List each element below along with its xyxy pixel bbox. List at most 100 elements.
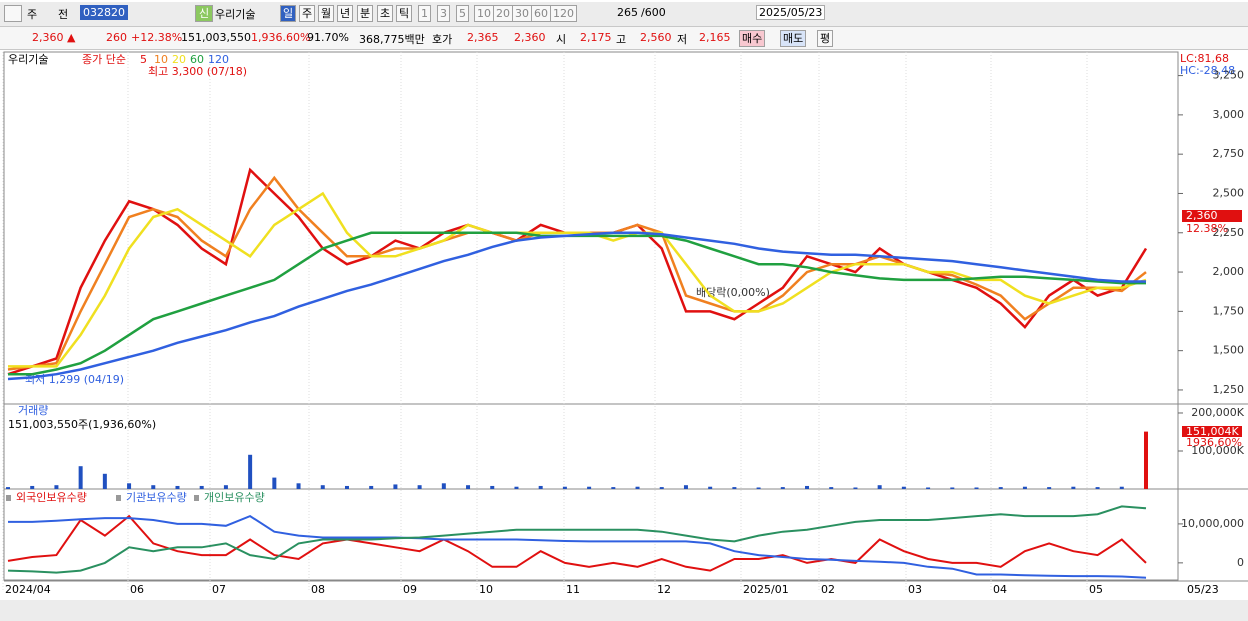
stock-name: 우리기술: [215, 8, 256, 21]
y-tick-label: 2,500: [1213, 186, 1245, 199]
code-input[interactable]: 032820: [80, 5, 128, 20]
change-rate: +12.38%: [131, 31, 183, 44]
date-label: 11: [566, 583, 580, 596]
volume-bar: [248, 454, 253, 489]
high-annotation: 최고 3,300 (07/18): [148, 65, 247, 78]
volume-bar: [901, 486, 906, 489]
count[interactable]: 265: [617, 6, 638, 19]
count-max: /600: [641, 6, 666, 19]
volume-bar: [151, 485, 156, 489]
volume-rate: 1,936.60%: [251, 31, 311, 44]
price: 2,360: [32, 31, 64, 44]
period-month[interactable]: 월: [318, 5, 335, 22]
volume-bar: [805, 485, 810, 489]
volume-bar: [102, 473, 107, 489]
date-label: 10: [479, 583, 493, 596]
y-tick-label: 0: [1237, 556, 1244, 569]
volume-bar: [877, 485, 882, 489]
volume-bar: [538, 485, 543, 489]
period-week[interactable]: 주: [299, 5, 316, 22]
period-year[interactable]: 년: [337, 5, 354, 22]
volume-bar: [1119, 486, 1124, 489]
date-label: 06: [130, 583, 144, 596]
period-min[interactable]: 분: [357, 5, 374, 22]
volume-bar: [369, 485, 374, 489]
interval[interactable]: 120: [550, 5, 577, 22]
legend-entry: 120: [208, 53, 229, 66]
volume-bar: [829, 487, 834, 489]
scrollbar[interactable]: [0, 600, 1248, 621]
last-change: 12.38%: [1186, 222, 1228, 235]
volume-title: 거래량: [18, 404, 48, 417]
interval[interactable]: 30: [512, 5, 532, 22]
volume-bar: [272, 477, 277, 489]
prev[interactable]: 전: [58, 8, 69, 21]
interval[interactable]: 10: [474, 5, 494, 22]
volume-bar: [756, 487, 761, 489]
sell-button[interactable]: 매도: [780, 30, 807, 47]
legend-entry: 20: [172, 53, 186, 66]
low-label: 저: [677, 33, 688, 46]
date-label: 08: [311, 583, 325, 596]
interval[interactable]: 5: [456, 5, 469, 22]
interval[interactable]: 60: [531, 5, 551, 22]
legend-swatch: [6, 495, 11, 501]
series-line: [8, 191, 1147, 368]
interval[interactable]: 3: [437, 5, 450, 22]
y-tick-label: 3,250: [1213, 69, 1245, 82]
volume-bar: [344, 485, 349, 489]
period-sec[interactable]: 초: [377, 5, 394, 22]
volume-bar: [393, 484, 398, 489]
period-day[interactable]: 일: [280, 5, 297, 22]
volume-bar: [6, 487, 10, 489]
interval[interactable]: 1: [418, 5, 431, 22]
series-line: [7, 505, 1147, 574]
volume-bar: [1095, 487, 1100, 489]
period-tick[interactable]: 틱: [396, 5, 413, 22]
toolbar: 주 전 032820 신 우리기술 일 주 월 년 분 초 틱 1 3 5 10…: [0, 2, 1248, 27]
y-tick-label: 2,750: [1213, 147, 1245, 160]
volume-bar: [514, 486, 519, 489]
series-line: [7, 231, 1146, 381]
volume-bar: [296, 483, 301, 489]
volume-bar: [587, 486, 592, 489]
menu-icon[interactable]: [4, 5, 22, 22]
y-tick-label: 1,250: [1213, 383, 1245, 396]
avg-button[interactable]: 평: [817, 30, 834, 47]
y-tick-label: 100,000K: [1191, 444, 1244, 457]
date-label: 2025/01: [743, 583, 789, 596]
volume-bar: [732, 487, 737, 489]
legend-entry: 60: [190, 53, 204, 66]
y-tick-label: 1,750: [1213, 304, 1245, 317]
up-arrow: ▲: [67, 31, 76, 44]
volume-bar: [683, 485, 688, 489]
low-annotation: 최저 1,299 (04/19): [25, 373, 124, 386]
legend-swatch: [116, 495, 121, 501]
low: 2,165: [699, 31, 731, 44]
chart-area: 우리기술 종가 단순 최고 3,300 (07/18) 최저 1,299 (04…: [0, 51, 1248, 621]
bid: 2,360: [514, 31, 546, 44]
stock-title: 우리기술: [8, 53, 48, 66]
volume-bar: [1144, 431, 1148, 489]
period[interactable]: 주: [27, 8, 38, 21]
volume-bar: [780, 487, 785, 489]
ask: 2,365: [467, 31, 499, 44]
y-tick-label: 3,000: [1213, 108, 1245, 121]
volume-bar: [1071, 486, 1076, 489]
y-tick-label: 1,500: [1213, 344, 1245, 357]
volume-bar: [30, 485, 35, 489]
interval[interactable]: 20: [493, 5, 513, 22]
buy-button[interactable]: 매수: [739, 30, 766, 47]
date-label: 2024/04: [5, 583, 51, 596]
volume-bar: [1047, 487, 1052, 489]
date-label: 05: [1089, 583, 1103, 596]
volume-bar: [998, 487, 1003, 489]
turnover: 91.70%: [307, 31, 349, 44]
bid-label: 호가: [432, 33, 453, 46]
date-label: 12: [657, 583, 671, 596]
volume-subtitle: 151,003,550주(1,936,60%): [8, 418, 156, 431]
volume-bar: [490, 485, 495, 489]
last-price: 2,360: [1186, 209, 1218, 222]
date-input[interactable]: 2025/05/23: [756, 5, 826, 20]
y-tick-label: 10,000,000: [1181, 517, 1244, 530]
